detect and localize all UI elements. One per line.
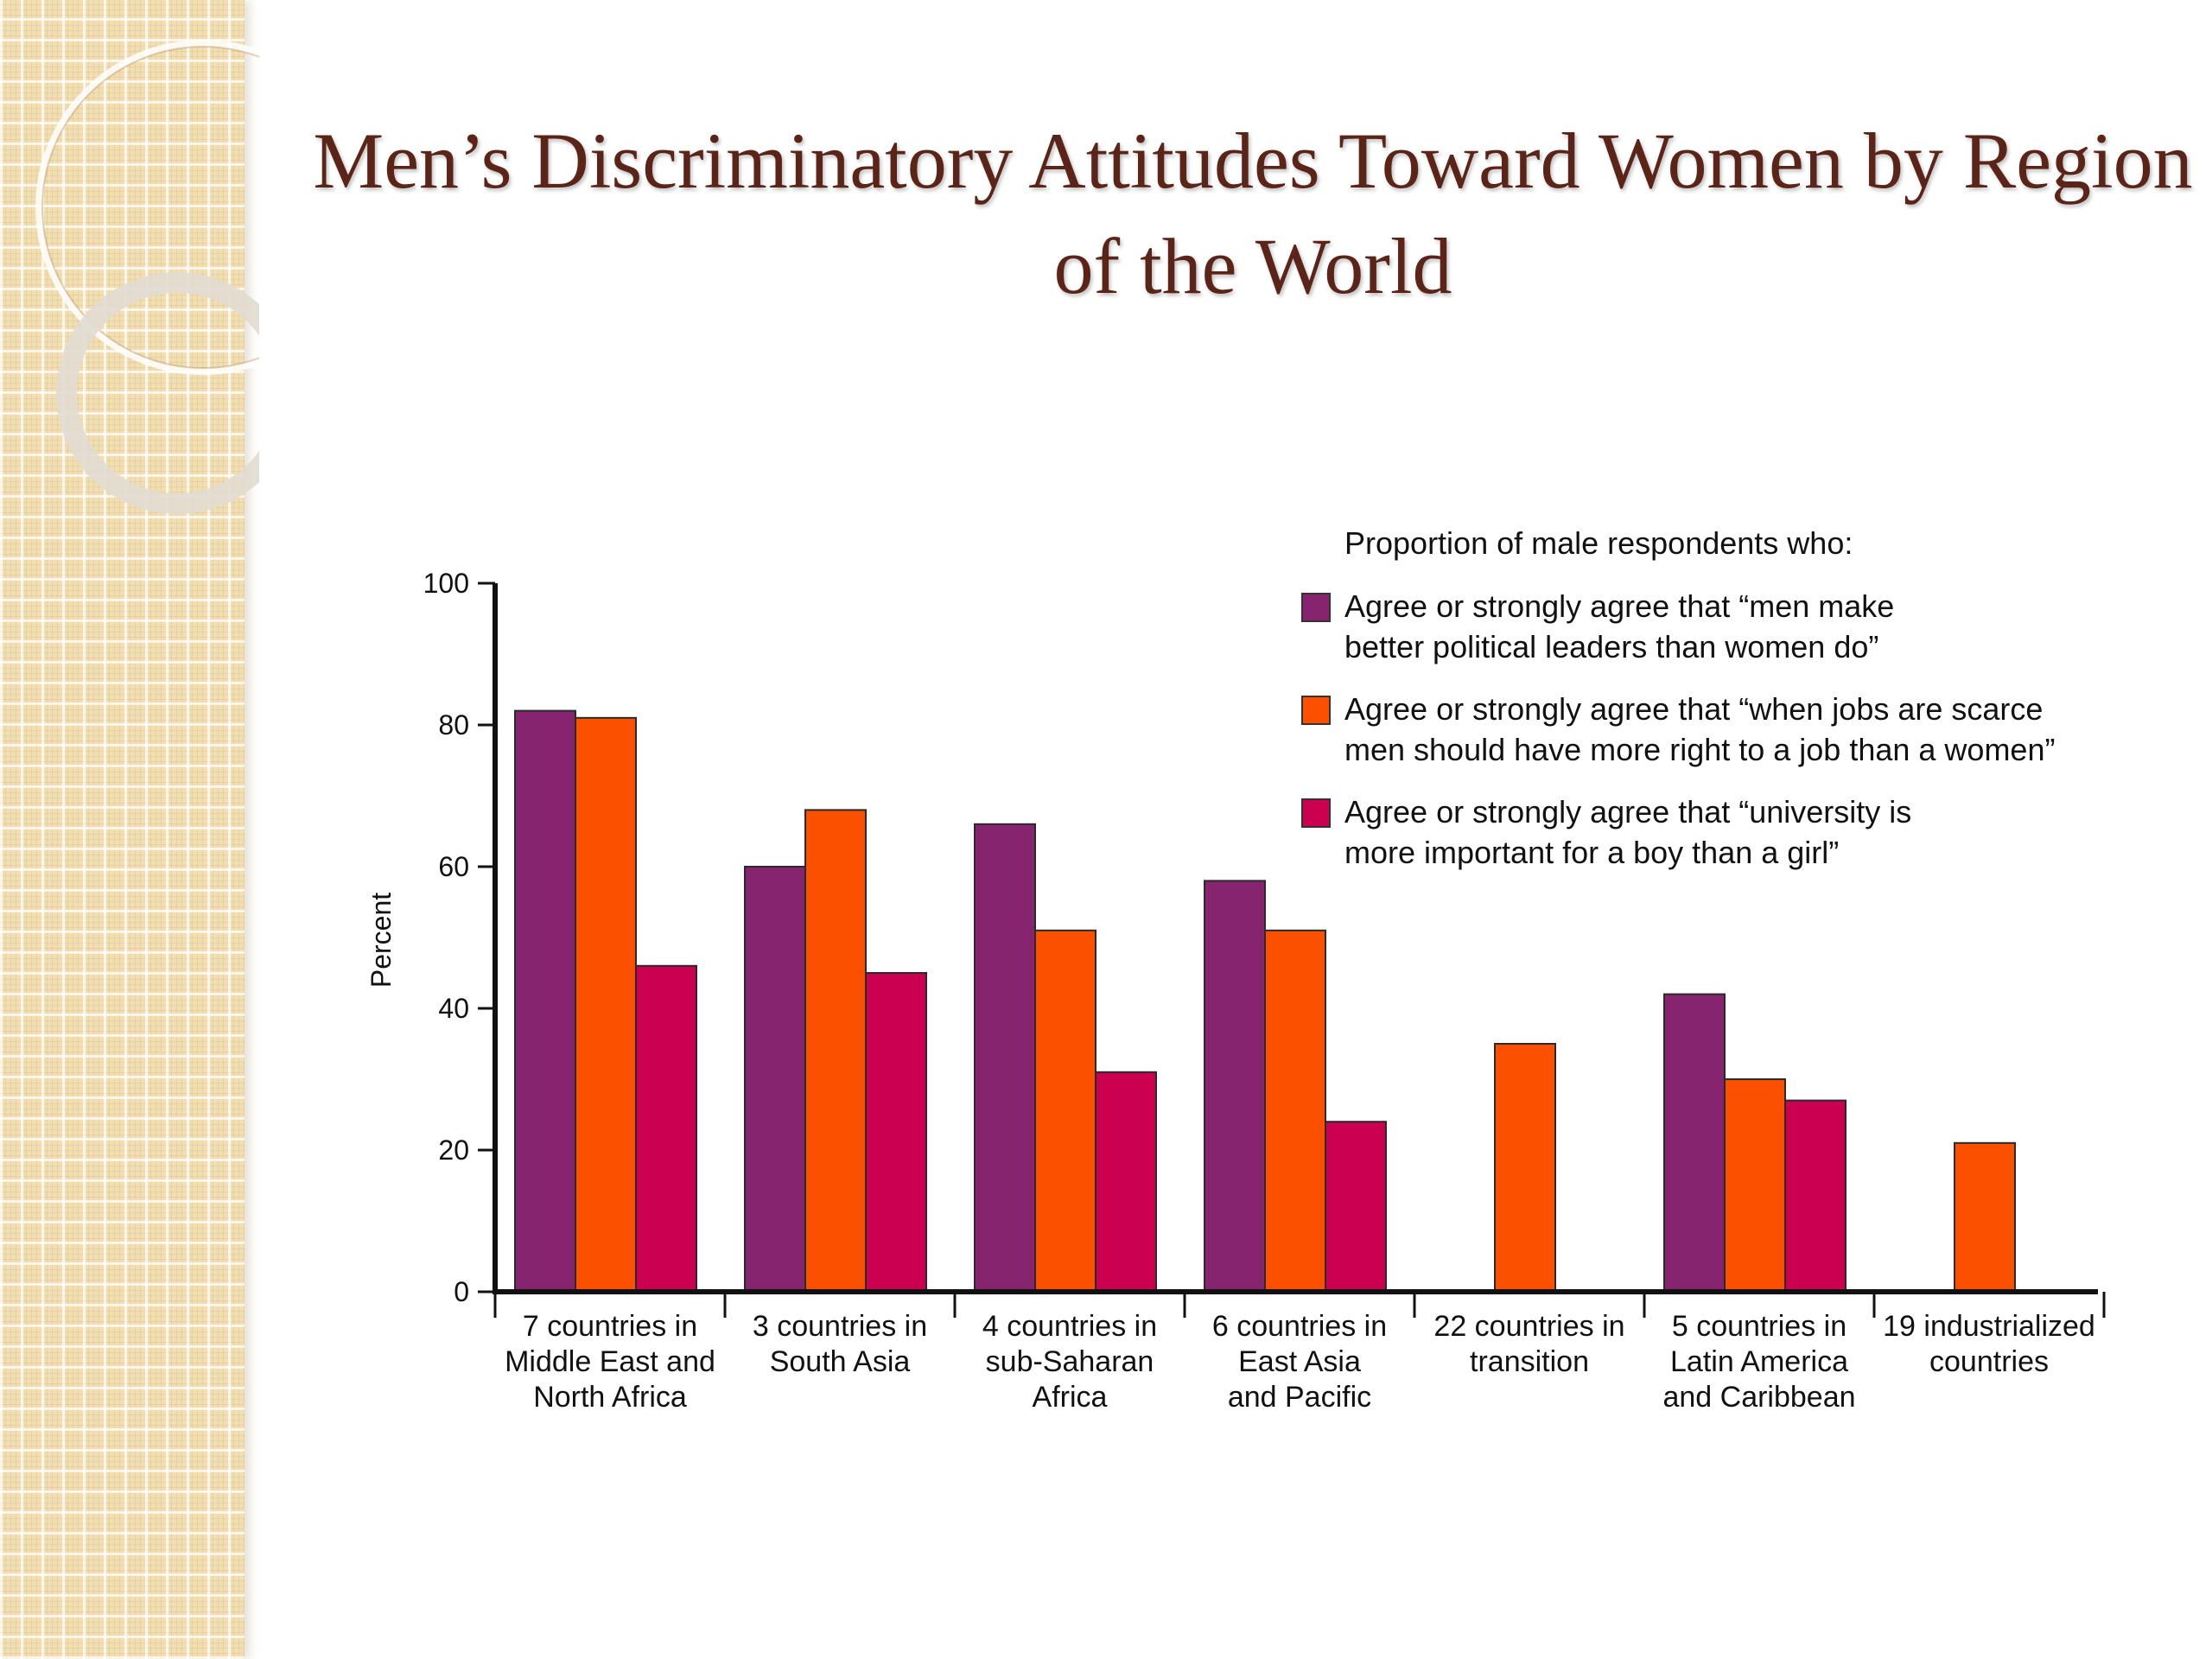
bar-series-2-category-5 xyxy=(1494,1043,1556,1293)
bar-series-2-category-7 xyxy=(1954,1141,2016,1294)
bar-series-1-category-1 xyxy=(514,709,576,1293)
y-tick-label: 40 xyxy=(438,993,469,1024)
legend-swatch-crimson xyxy=(1301,798,1331,828)
axes-layer: 0 20 40 60 80 100 xyxy=(423,568,2106,1318)
bar-series-1-category-6 xyxy=(1663,993,1726,1293)
legend-title: Proportion of male respondents who: xyxy=(1344,525,1853,561)
bar-series-2-category-1 xyxy=(575,716,637,1293)
y-tick-label: 0 xyxy=(454,1276,469,1307)
x-category-label: 6 countries in East Asia and Pacific xyxy=(1211,1310,1388,1414)
y-tick-label: 100 xyxy=(423,568,469,599)
x-category-label: 5 countries in Latin America and Caribbe… xyxy=(1662,1310,1856,1414)
legend-label-jobs-scarce: Agree or strongly agree that “when jobs … xyxy=(1344,691,2056,767)
bar-series-2-category-6 xyxy=(1724,1078,1786,1293)
legend-item-political-leaders: Agree or strongly agree that “men make b… xyxy=(1301,586,2183,667)
x-category-label: 19 industrialized countries xyxy=(1883,1310,2095,1378)
y-tick-label: 60 xyxy=(438,851,469,882)
bar-series-3-category-3 xyxy=(1095,1071,1157,1294)
bar-series-1-category-3 xyxy=(974,823,1036,1293)
bar-series-2-category-3 xyxy=(1034,929,1096,1294)
small-ring-decoration xyxy=(56,272,259,514)
legend-swatch-purple xyxy=(1301,593,1331,622)
legend-item-jobs-scarce: Agree or strongly agree that “when jobs … xyxy=(1301,689,2183,770)
decorative-rings xyxy=(35,40,259,514)
bar-series-2-category-4 xyxy=(1264,929,1326,1294)
x-category-label: 22 countries in transition xyxy=(1433,1310,1625,1378)
legend-item-university: Agree or strongly agree that “university… xyxy=(1301,791,2183,873)
bars-layer xyxy=(514,709,2016,1294)
x-category-label: 3 countries in South Asia xyxy=(752,1310,928,1378)
large-ring-decoration xyxy=(35,40,259,375)
bar-series-3-category-4 xyxy=(1325,1121,1387,1293)
bar-series-3-category-1 xyxy=(635,964,697,1294)
legend-swatch-orange xyxy=(1301,696,1331,725)
legend-label-university: Agree or strongly agree that “university… xyxy=(1344,794,1912,870)
x-category-label: 4 countries in sub-Saharan Africa xyxy=(982,1310,1158,1414)
x-category-label: 7 countries in Middle East and North Afr… xyxy=(505,1310,715,1414)
bar-series-1-category-2 xyxy=(744,866,806,1293)
bar-series-1-category-4 xyxy=(1204,880,1266,1294)
y-axis-title: Percent xyxy=(365,893,397,988)
bar-series-3-category-2 xyxy=(865,972,927,1293)
y-tick-label: 80 xyxy=(438,709,469,741)
y-tick-label: 20 xyxy=(438,1135,469,1166)
bar-series-3-category-6 xyxy=(1784,1099,1847,1293)
bar-series-2-category-2 xyxy=(804,809,867,1293)
legend-label-political-leaders: Agree or strongly agree that “men make b… xyxy=(1344,588,1895,664)
slide-title: Men’s Discriminatory Attitudes Toward Wo… xyxy=(313,117,2193,310)
